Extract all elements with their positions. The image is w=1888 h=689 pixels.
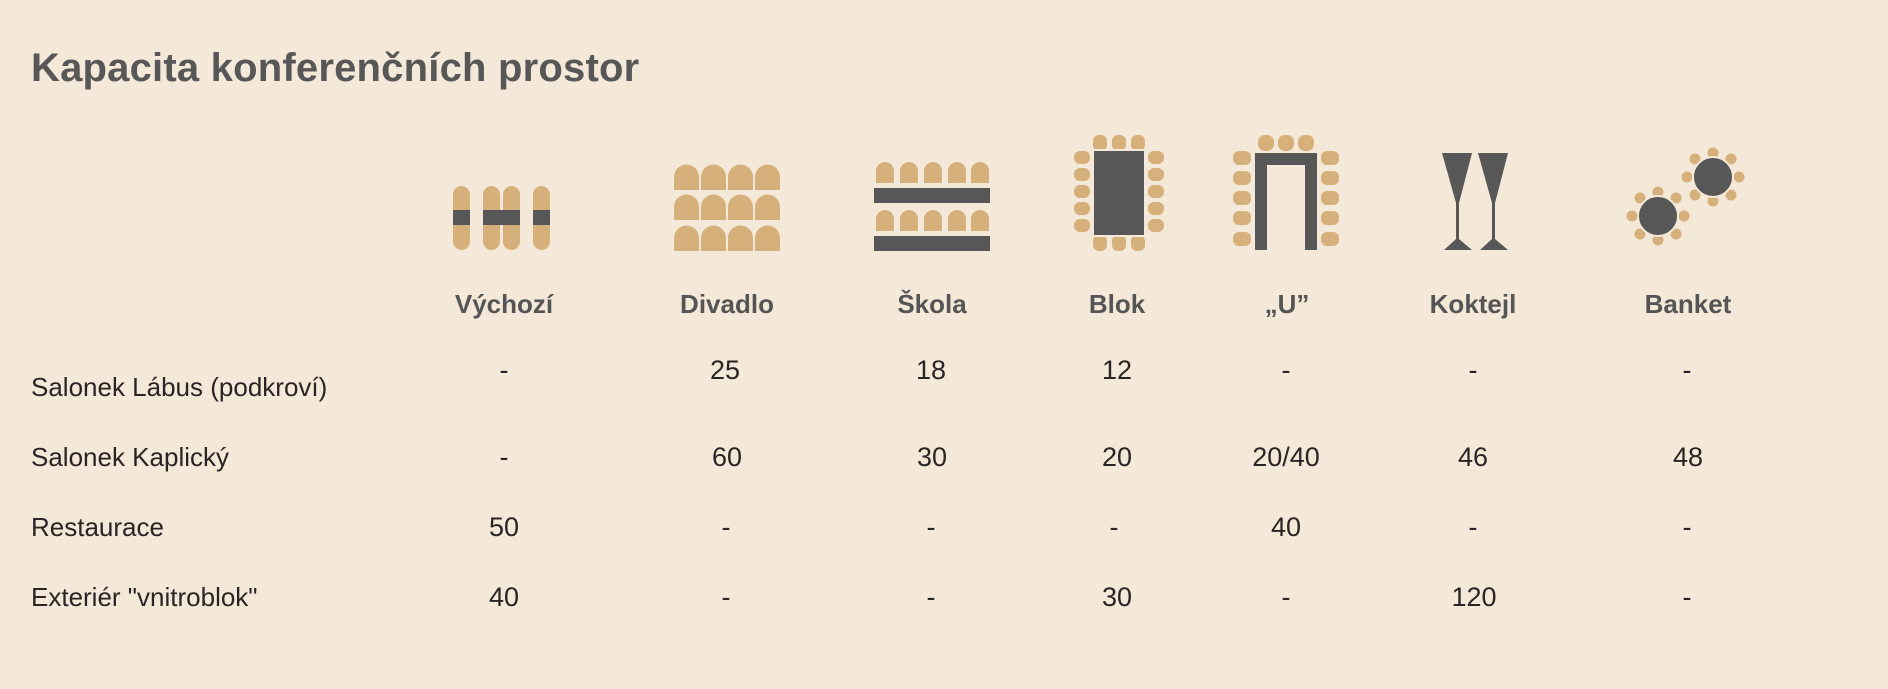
table-cell: - xyxy=(1682,512,1692,542)
row-label: Salonek Kaplický xyxy=(31,442,229,472)
column-header-u: „U” xyxy=(1264,289,1310,319)
table-cell: - xyxy=(721,512,731,542)
table-cell: 18 xyxy=(915,355,947,385)
theatre-layout-icon xyxy=(674,163,780,253)
table-cell: 40 xyxy=(1270,512,1302,542)
table-cell: 30 xyxy=(1101,582,1133,612)
table-cell: 60 xyxy=(711,442,743,472)
page-title: Kapacita konferenčních prostor xyxy=(31,46,640,90)
table-cell: - xyxy=(499,442,509,472)
table-cell: - xyxy=(1468,355,1478,385)
banquet-tables-icon xyxy=(1625,143,1749,251)
table-cell: 25 xyxy=(709,355,741,385)
table-cell: - xyxy=(1682,582,1692,612)
table-cell: 50 xyxy=(488,512,520,542)
table-cell: 120 xyxy=(1451,582,1497,612)
table-cell: - xyxy=(721,582,731,612)
table-cell: 40 xyxy=(488,582,520,612)
table-cell: - xyxy=(1109,512,1119,542)
column-header-banket: Banket xyxy=(1644,289,1732,319)
default-layout-icon xyxy=(452,184,556,252)
column-header-divadlo: Divadlo xyxy=(680,289,774,319)
classroom-layout-icon xyxy=(874,161,990,253)
table-cell: 20 xyxy=(1101,442,1133,472)
table-cell: 46 xyxy=(1457,442,1489,472)
table-cell: 30 xyxy=(916,442,948,472)
table-cell: 20/40 xyxy=(1252,442,1320,472)
table-cell: - xyxy=(499,355,509,385)
table-cell: - xyxy=(1468,512,1478,542)
column-header-vychozi: Výchozí xyxy=(454,289,554,319)
table-cell: - xyxy=(1281,355,1291,385)
cocktail-glasses-icon xyxy=(1440,151,1510,251)
table-cell: - xyxy=(1281,582,1291,612)
column-header-koktejl: Koktejl xyxy=(1429,289,1517,319)
column-header-skola: Škola xyxy=(897,289,967,319)
row-label: Exteriér "vnitroblok" xyxy=(31,582,258,612)
u-shape-layout-icon xyxy=(1232,133,1340,253)
column-header-blok: Blok xyxy=(1088,289,1146,319)
boardroom-layout-icon xyxy=(1073,133,1165,253)
row-label: Salonek Lábus (podkroví) xyxy=(31,372,328,402)
table-cell: - xyxy=(926,582,936,612)
row-label: Restaurace xyxy=(31,512,164,542)
table-cell: 48 xyxy=(1672,442,1704,472)
table-cell: - xyxy=(1682,355,1692,385)
table-cell: - xyxy=(926,512,936,542)
table-cell: 12 xyxy=(1101,355,1133,385)
